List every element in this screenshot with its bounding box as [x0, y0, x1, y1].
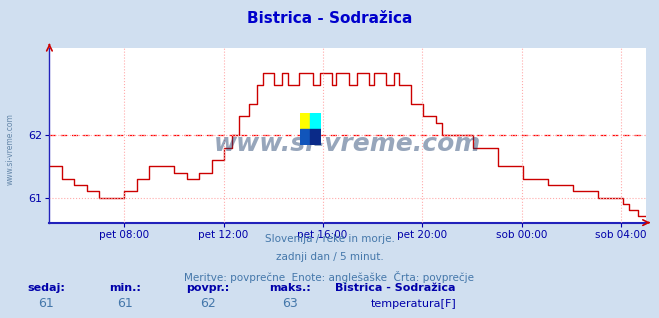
Text: maks.:: maks.:	[269, 283, 311, 293]
Text: min.:: min.:	[109, 283, 141, 293]
Text: www.si-vreme.com: www.si-vreme.com	[214, 132, 481, 156]
Text: povpr.:: povpr.:	[186, 283, 229, 293]
Bar	[300, 129, 310, 145]
Text: zadnji dan / 5 minut.: zadnji dan / 5 minut.	[275, 252, 384, 262]
Bar	[300, 113, 310, 129]
Text: 61: 61	[117, 297, 133, 310]
Bar	[310, 129, 321, 145]
Text: Slovenija / reke in morje.: Slovenija / reke in morje.	[264, 234, 395, 244]
Text: 61: 61	[38, 297, 54, 310]
Bar	[310, 113, 321, 129]
Text: Bistrica - Sodražica: Bistrica - Sodražica	[247, 11, 412, 26]
Text: 62: 62	[200, 297, 215, 310]
Text: 63: 63	[282, 297, 298, 310]
Text: sedaj:: sedaj:	[27, 283, 65, 293]
Text: www.si-vreme.com: www.si-vreme.com	[5, 114, 14, 185]
Text: Meritve: povprečne  Enote: anglešaške  Črta: povprečje: Meritve: povprečne Enote: anglešaške Črt…	[185, 271, 474, 283]
Text: temperatura[F]: temperatura[F]	[371, 299, 457, 309]
Text: Bistrica - Sodražica: Bistrica - Sodražica	[335, 283, 455, 293]
